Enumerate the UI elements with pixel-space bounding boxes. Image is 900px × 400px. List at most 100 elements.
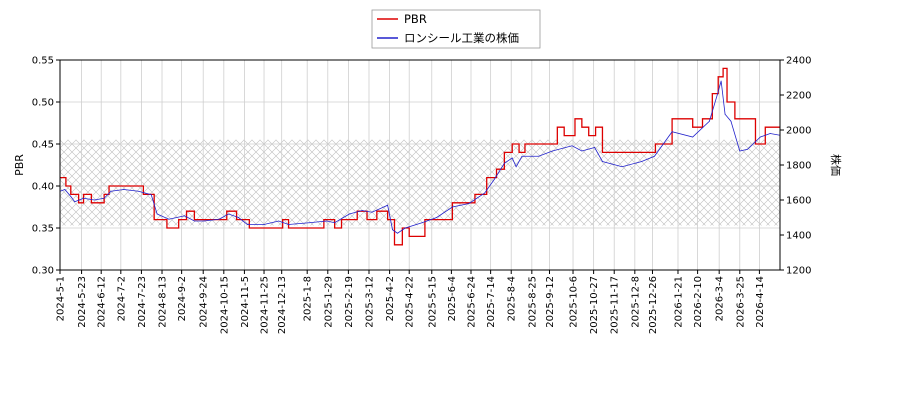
data-point [621,166,623,168]
right-tick-label: 1200 [786,266,811,277]
x-tick-label: 2025-12-26 [648,276,659,334]
data-point [193,220,195,222]
data-point [178,219,180,221]
data-point [474,194,476,195]
data-point [326,220,328,222]
data-point [387,204,389,206]
data-point [334,227,336,229]
right-tick-label: 2400 [786,56,811,67]
left-tick-label: 0.45 [32,140,54,151]
data-point [238,217,239,218]
data-point [397,232,398,234]
data-point [348,213,350,215]
x-tick-label: 2026-4-14 [755,276,766,328]
data-point [556,126,558,128]
data-point [486,177,488,179]
data-point [692,126,694,128]
series-pbr [60,67,780,246]
left-axis-ticks: 0.30 0.35 0.40 0.45 0.50 0.55 [32,56,60,277]
data-point [168,218,170,220]
x-tick-label: 2025-11-17 [610,276,621,334]
x-tick-label: 2025-6-4 [447,276,458,321]
x-tick-label: 2026-3-4 [715,276,726,321]
data-point [142,194,144,195]
data-point [70,194,72,195]
legend-label-pbr: PBR [404,12,427,26]
x-tick-label: 2024-8-13 [158,276,169,328]
data-point [387,219,389,221]
data-point [720,80,722,82]
data-point [724,113,726,115]
x-tick-label: 2024-10-15 [219,276,230,334]
data-point [246,224,248,225]
x-tick-label: 2026-3-25 [735,276,746,328]
right-tick-label: 2000 [786,126,811,137]
data-point [671,118,673,120]
data-point [376,210,378,212]
series-layer [60,67,780,246]
data-point [341,219,342,221]
data-point [654,155,655,157]
data-point [150,194,152,196]
data-point [103,194,105,195]
x-tick-label: 2025-12-8 [630,276,641,328]
left-tick-label: 0.40 [32,182,54,193]
data-point [401,227,403,229]
x-tick-label: 2025-8-25 [527,276,538,328]
left-tick-label: 0.30 [32,266,54,277]
x-tick-label: 2025-4-22 [405,276,416,328]
data-point [581,150,583,152]
data-point [186,210,187,212]
x-tick-label: 2025-7-14 [486,276,497,328]
data-point [103,197,105,199]
data-point [392,229,393,231]
data-point [496,168,497,170]
series-line [60,80,780,234]
legend-box [371,9,541,49]
data-point [65,185,67,187]
right-tick-label: 1600 [786,196,811,207]
data-point [503,152,505,153]
data-point [288,227,289,229]
data-point [671,131,673,133]
data-point [521,155,523,157]
x-tick-label: 2025-4-2 [385,276,396,321]
data-point [184,215,185,217]
data-point [484,192,486,194]
data-point [288,224,289,225]
data-point [711,93,713,94]
right-axis-ticks: 1200 1400 1600 1800 2000 2200 2400 [780,56,811,277]
data-point [74,201,76,203]
x-tick-label: 2024-5-1 [56,276,67,321]
data-point [404,227,406,229]
data-point [78,202,80,204]
data-point [588,135,590,137]
data-point [511,143,513,145]
data-point [581,126,583,128]
x-tick-label: 2026-1-21 [673,276,684,328]
data-point [203,220,205,222]
right-tick-label: 2200 [786,91,811,102]
left-tick-label: 0.50 [32,98,54,109]
x-tick-label: 2024-9-2 [177,276,188,321]
data-point [90,202,92,204]
data-point [451,202,453,204]
data-point [769,133,771,134]
data-point [594,147,596,148]
data-point [282,219,284,221]
right-axis-title: 株価 [829,154,843,176]
data-point [595,126,596,128]
data-point [571,145,573,147]
data-point [655,143,656,145]
data-point [70,196,72,197]
left-tick-label: 0.35 [32,224,54,235]
data-point [323,219,325,221]
series-line [60,67,780,246]
x-tick-label: 2024-11-25 [260,276,271,334]
data-point [641,161,643,162]
data-point [730,120,732,122]
data-point [110,190,112,192]
data-point [726,101,728,103]
data-point [747,148,749,150]
